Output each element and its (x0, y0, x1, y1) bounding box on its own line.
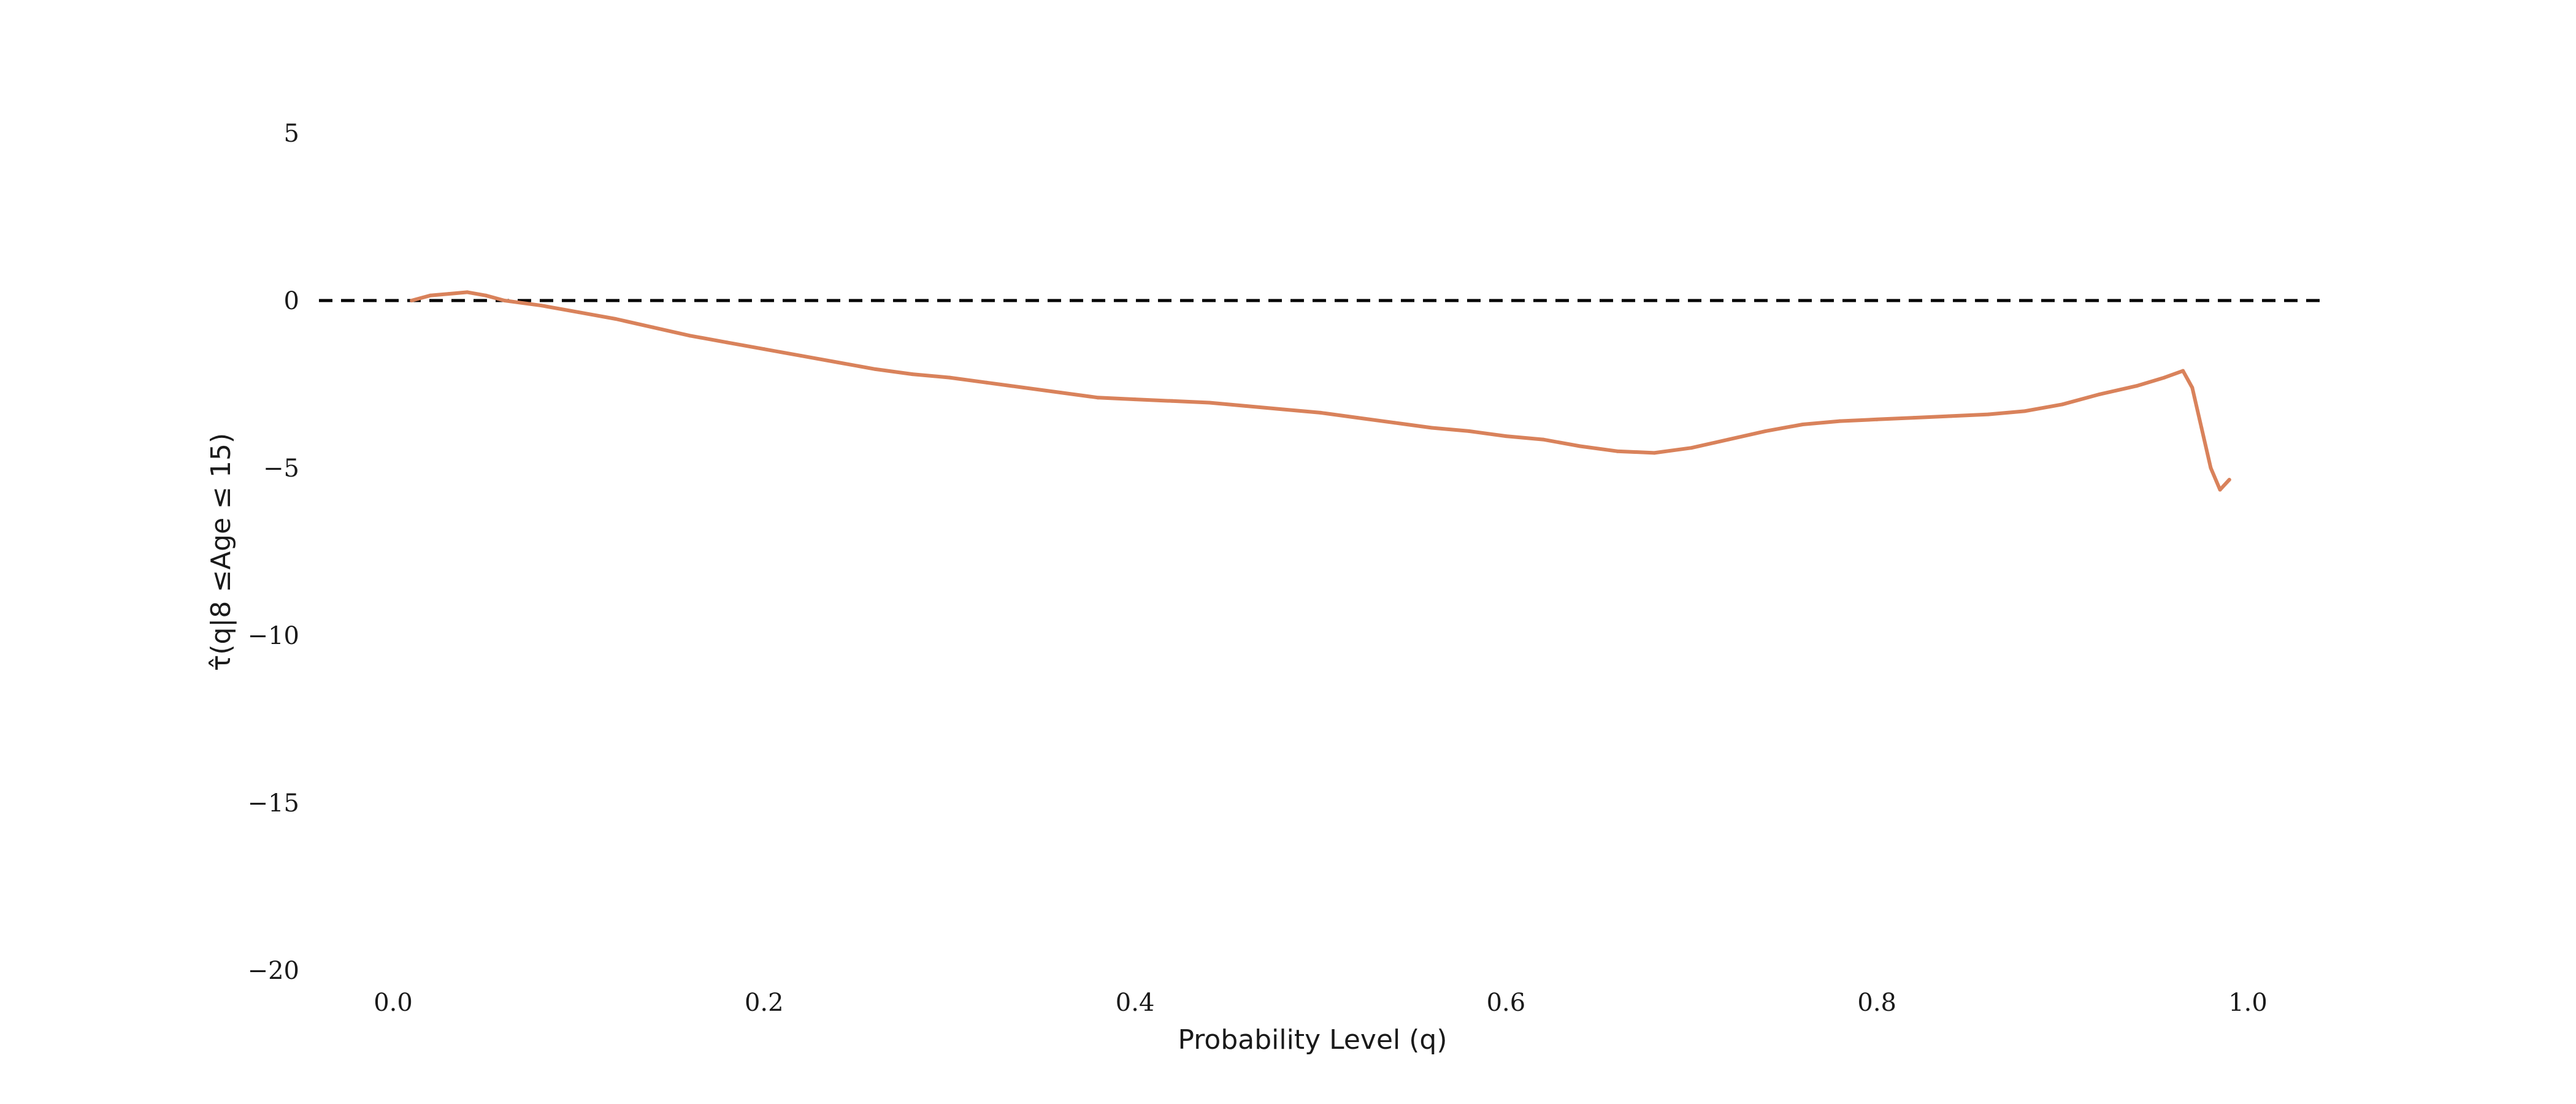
y-tick-label: −15 (248, 789, 299, 818)
y-tick-label: 5 (284, 120, 299, 148)
data-point (1578, 444, 1582, 448)
data-point (688, 334, 692, 338)
data-point (1059, 391, 1063, 395)
data-point (1801, 423, 1805, 427)
x-tick-label: 0.0 (374, 989, 413, 1017)
data-point (984, 380, 989, 385)
data-point (1727, 437, 1731, 442)
data-point (1541, 437, 1545, 442)
data-point (1133, 397, 1137, 402)
x-axis-label: Probability Level (q) (1178, 1024, 1447, 1056)
data-point (1949, 414, 1953, 418)
y-tick-label: −20 (248, 957, 299, 985)
data-point (2227, 478, 2231, 482)
y-tick-label: 0 (284, 287, 299, 315)
x-tick-label: 1.0 (2228, 989, 2267, 1017)
data-point (2209, 466, 2213, 470)
data-point (1763, 429, 1768, 433)
x-tick-label: 0.2 (745, 989, 784, 1017)
data-point (1912, 416, 1916, 420)
data-point (484, 293, 488, 297)
series-points (410, 290, 2231, 492)
data-point (2060, 402, 2064, 407)
data-point (613, 317, 618, 321)
data-point (2199, 426, 2204, 430)
data-point (873, 367, 878, 371)
data-point (1207, 401, 1211, 405)
data-point (2218, 488, 2222, 492)
series-line (410, 290, 2231, 492)
data-point (1319, 410, 1322, 415)
y-tick-label: −10 (248, 622, 299, 650)
x-tick-label: 0.4 (1116, 989, 1155, 1017)
data-point (1652, 451, 1657, 455)
data-point (1096, 396, 1100, 400)
y-axis-label: τ̂(q|8 ≤Age ≤ 15) (205, 433, 237, 671)
y-tick-labels: 5 0 −5 −10 −15 −20 (248, 120, 299, 985)
data-point (1466, 429, 1471, 433)
data-point (1392, 421, 1397, 425)
data-point (2181, 369, 2185, 373)
data-point (465, 290, 469, 294)
data-point (539, 304, 543, 308)
data-point (836, 361, 840, 365)
data-point (1244, 404, 1249, 408)
data-point (2098, 392, 2102, 396)
data-point (1170, 399, 1175, 403)
x-tick-label: 0.6 (1487, 989, 1526, 1017)
data-point (725, 340, 729, 345)
data-point (502, 299, 507, 302)
data-point (2162, 375, 2166, 380)
data-point (1838, 419, 1842, 423)
x-tick-label: 0.8 (1857, 989, 1896, 1017)
data-point (1615, 449, 1619, 453)
data-point (1430, 426, 1434, 430)
data-point (2134, 384, 2139, 388)
data-point (1875, 417, 1879, 421)
data-point (1281, 407, 1286, 412)
data-point (2023, 409, 2028, 413)
data-point (577, 310, 581, 315)
data-point (428, 293, 432, 297)
data-point (799, 354, 803, 358)
data-point (1355, 416, 1360, 420)
data-point (762, 347, 766, 351)
data-point (410, 299, 414, 302)
data-point (651, 325, 655, 329)
data-point (1504, 434, 1508, 439)
data-point (1986, 412, 1990, 416)
data-point (948, 375, 952, 380)
data-point (910, 372, 914, 377)
data-point (447, 292, 451, 296)
data-point (1022, 385, 1026, 389)
data-point (2190, 385, 2195, 389)
y-tick-label: −5 (263, 454, 299, 483)
data-point (1689, 446, 1693, 450)
x-tick-labels: 0.0 0.2 0.4 0.6 0.8 1.0 (374, 989, 2267, 1017)
